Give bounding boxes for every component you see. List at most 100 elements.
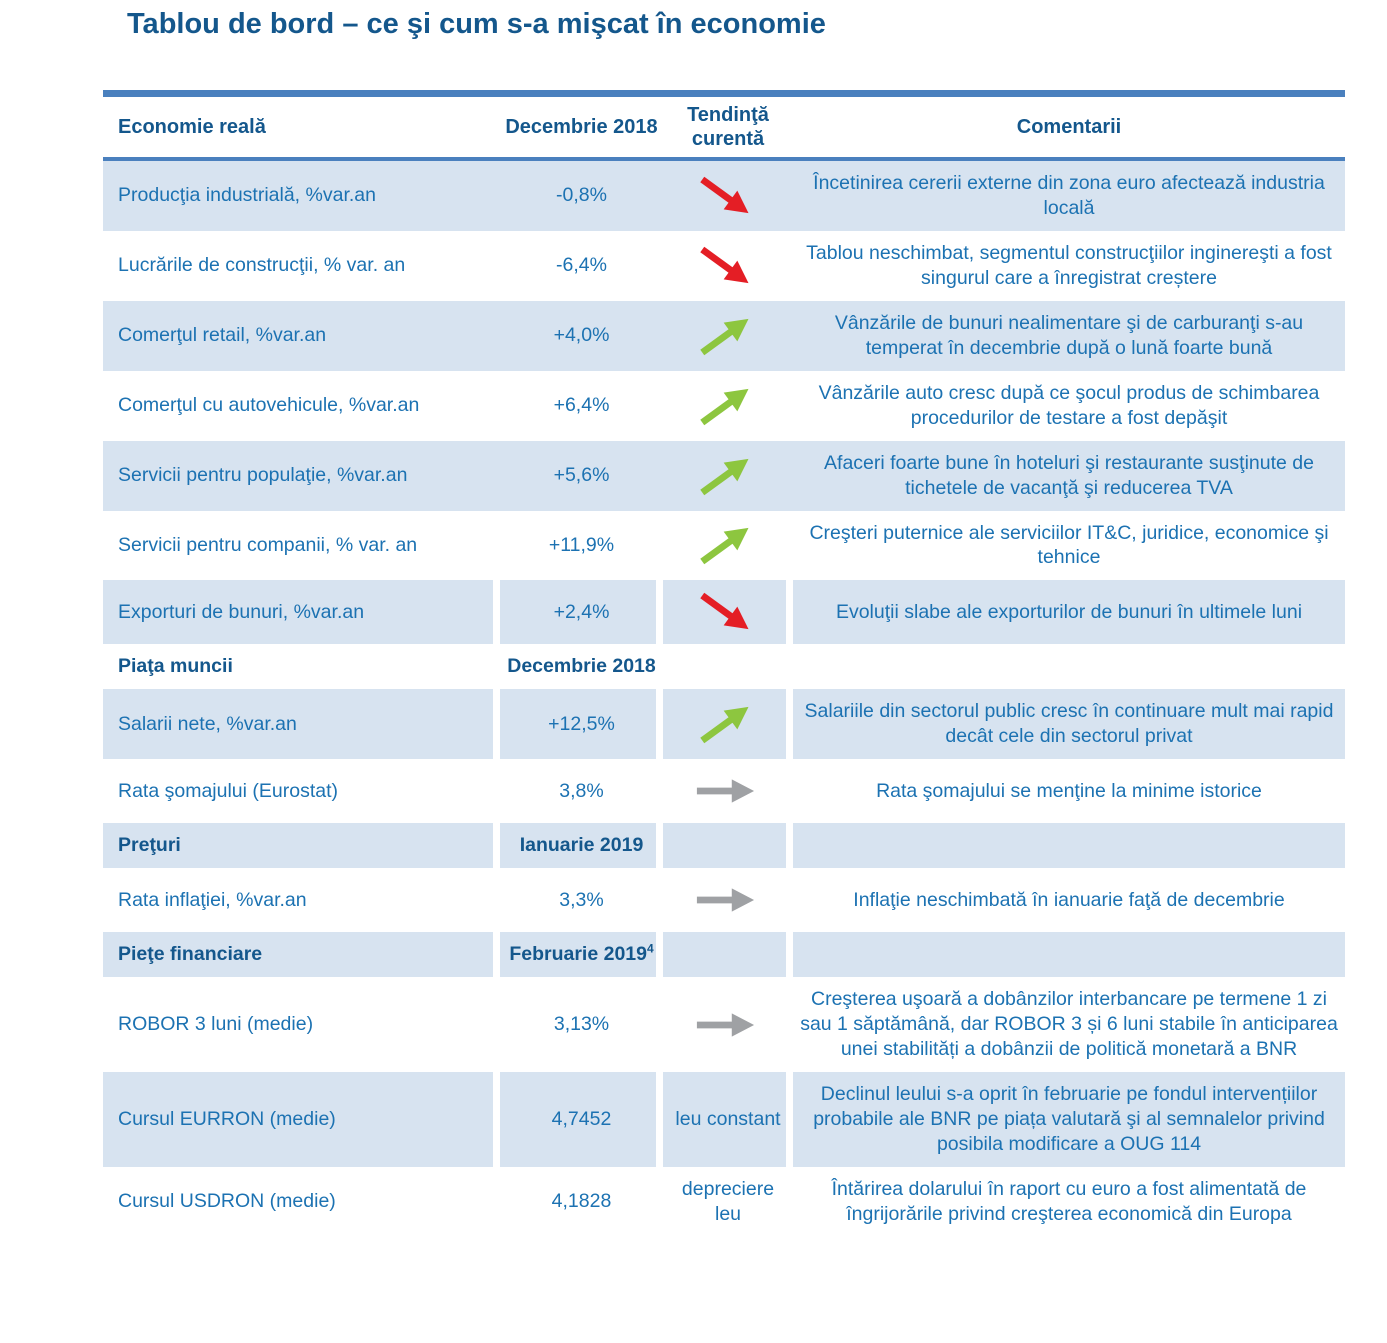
indicator-label: Servicii pentru companii, % var. an [118, 534, 418, 556]
trend-arrow-icon [700, 528, 749, 565]
dashboard-table-container: Economie reală Decembrie 2018 Tendinţă c… [103, 90, 1345, 1237]
indicator-label: Cursul USDRON (medie) [103, 1167, 500, 1237]
table-row: Rata inflaţiei, %var.an 3,3% Inflaţie ne… [103, 868, 1345, 932]
header-comentarii: Comentarii [793, 90, 1345, 161]
trend-cell [663, 231, 793, 301]
trend-arrow-icon [700, 707, 749, 744]
value-text: Decembrie 2018 [507, 655, 656, 678]
table-body: Producţia industrială, %var.an -0,8% Înc… [103, 159, 1345, 1237]
value-cell: Februarie 20194 [500, 932, 663, 978]
indicator-label: Piaţa muncii [103, 644, 500, 689]
trend-text: leu constant [675, 1108, 781, 1131]
comment-cell: Creşterea uşoară a dobânzilor interbanca… [800, 988, 1338, 1061]
value-cell: Decembrie 2018 [500, 644, 663, 689]
comment-cell: Creşteri puternice ale serviciilor IT&C,… [809, 521, 1329, 569]
table-header: Economie reală Decembrie 2018 Tendinţă c… [103, 90, 1345, 161]
indicator-label: Salarii nete, %var.an [103, 689, 500, 760]
trend-cell [663, 580, 793, 645]
table-row: Pieţe financiare Februarie 20194 [103, 932, 1345, 978]
trend-cell: depreciere leu [663, 1167, 793, 1237]
trend-text: depreciere leu [681, 1178, 775, 1225]
trend-arrow-icon [700, 318, 749, 356]
indicator-label: Rata şomajului (Eurostat) [103, 759, 500, 823]
trend-cell [663, 932, 793, 978]
value-cell: 3,13% [500, 977, 663, 1072]
trend-cell [663, 511, 793, 581]
dashboard-table: Economie reală Decembrie 2018 Tendinţă c… [103, 90, 1345, 1237]
trend-cell [663, 300, 793, 371]
header-period: Decembrie 2018 [500, 90, 663, 161]
value-cell: 4,7452 [500, 1072, 663, 1167]
value-cell: +12,5% [500, 689, 663, 760]
indicator-label: Servicii pentru populaţie, %var.an [103, 440, 500, 511]
value-cell: -0,8% [500, 159, 663, 231]
indicator-label: Comerţul cu autovehicule, %var.an [118, 394, 420, 417]
trend-cell [663, 440, 793, 511]
value-text: +4,0% [553, 324, 610, 347]
value-text: +11,9% [548, 534, 615, 556]
comment-cell: Întărirea dolarului în raport cu euro a … [831, 1177, 1307, 1225]
indicator-label: Pieţe financiare [103, 932, 500, 978]
value-text: 4,1828 [551, 1190, 612, 1213]
table-row: Rata şomajului (Eurostat) 3,8% Rata şoma… [103, 759, 1345, 823]
table-row: Salarii nete, %var.an +12,5% Salariile d… [103, 689, 1345, 760]
value-cell: 4,1828 [500, 1167, 663, 1237]
trend-arrow-icon [700, 458, 749, 495]
indicator-label: Comerţul retail, %var.an [103, 300, 500, 371]
table-row: Preţuri Ianuarie 2019 [103, 823, 1345, 869]
page-title: Tablou de bord – ce şi cum s-a mişcat în… [127, 8, 826, 40]
value-cell: +5,6% [500, 440, 663, 511]
indicator-label: Exporturi de bunuri, %var.an [103, 580, 500, 645]
table-row: Producţia industrială, %var.an -0,8% Înc… [103, 159, 1345, 231]
table-row: Lucrările de construcţii, % var. an -6,4… [103, 231, 1345, 301]
trend-arrow-icon [700, 388, 749, 425]
value-cell: Ianuarie 2019 [500, 823, 663, 869]
value-cell: -6,4% [500, 231, 663, 301]
trend-arrow-icon [697, 779, 755, 803]
footnote-marker: 4 [646, 941, 654, 956]
comment-cell: Afaceri foarte bune în hoteluri şi resta… [793, 440, 1345, 511]
value-text: +12,5% [548, 712, 615, 735]
value-text: Februarie 2019 [509, 943, 647, 966]
value-text: 3,3% [559, 888, 604, 911]
header-economie-reala: Economie reală [103, 90, 500, 161]
value-text: 4,7452 [551, 1108, 612, 1131]
comment-cell: Evoluţii slabe ale exporturilor de bunur… [793, 580, 1345, 645]
trend-cell [663, 868, 793, 932]
comment-cell [793, 823, 1345, 869]
indicator-label: Preţuri [103, 823, 500, 869]
value-text: +5,6% [553, 464, 610, 487]
trend-cell [663, 371, 793, 441]
trend-arrow-icon [700, 246, 749, 283]
comment-cell: Încetinirea cererii externe din zona eur… [793, 159, 1345, 231]
comment-cell: Vânzările de bunuri nealimentare şi de c… [793, 300, 1345, 371]
value-text: -6,4% [556, 254, 607, 277]
value-text: +2,4% [553, 600, 610, 623]
trend-cell [663, 159, 793, 231]
trend-cell [663, 759, 793, 823]
value-text: 3,8% [559, 779, 604, 802]
value-cell: +11,9% [500, 511, 663, 581]
header-tendinta: Tendinţă curentă [663, 90, 793, 161]
header-row: Economie reală Decembrie 2018 Tendinţă c… [103, 90, 1345, 161]
value-text: 3,13% [553, 1013, 610, 1036]
indicator-label: ROBOR 3 luni (medie) [103, 977, 500, 1072]
table-row: Cursul USDRON (medie) 4,1828 depreciere … [103, 1167, 1345, 1237]
trend-cell [663, 689, 793, 760]
comment-cell: Vânzările auto cresc după ce şocul produ… [818, 381, 1320, 429]
trend-cell [663, 823, 793, 869]
value-text: +6,4% [553, 394, 610, 417]
comment-cell: Rata şomajului se menţine la minime isto… [876, 779, 1262, 802]
table-row: Exporturi de bunuri, %var.an +2,4% Evolu… [103, 580, 1345, 645]
table-row: Piaţa muncii Decembrie 2018 [103, 644, 1345, 689]
value-cell: 3,8% [500, 759, 663, 823]
indicator-label: Rata inflaţiei, %var.an [103, 868, 500, 932]
table-row: Comerţul retail, %var.an +4,0% Vânzările… [103, 300, 1345, 371]
comment-cell: Salariile din sectorul public cresc în c… [793, 689, 1345, 760]
comment-cell: Declinul leului s-a oprit în februarie p… [793, 1072, 1345, 1167]
table-row: Servicii pentru populaţie, %var.an +5,6%… [103, 440, 1345, 511]
comment-cell: Inflaţie neschimbată în ianuarie faţă de… [853, 888, 1285, 911]
trend-arrow-icon [697, 888, 755, 912]
value-text: Ianuarie 2019 [519, 834, 644, 857]
